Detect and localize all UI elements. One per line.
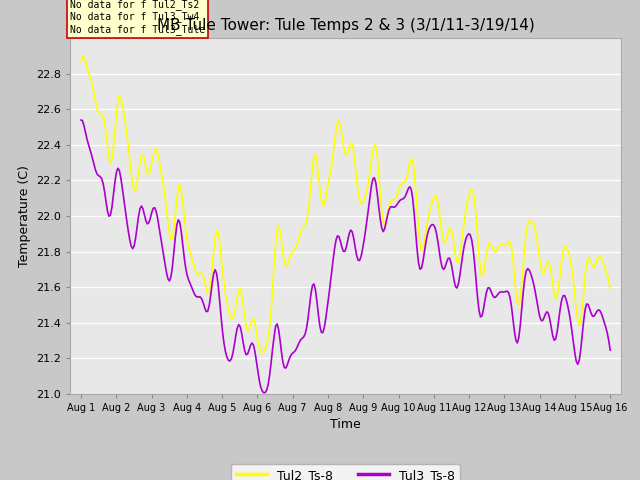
Title: MB Tule Tower: Tule Temps 2 & 3 (3/1/11-3/19/14): MB Tule Tower: Tule Temps 2 & 3 (3/1/11-…	[157, 18, 534, 33]
Y-axis label: Temperature (C): Temperature (C)	[18, 165, 31, 267]
X-axis label: Time: Time	[330, 418, 361, 431]
Text: No data for f Tul2_Tw4
No data for f Tul2_Ts2
No data for f Tul3_Tw4
No data for: No data for f Tul2_Tw4 No data for f Tul…	[70, 0, 205, 35]
Legend: Tul2_Ts-8, Tul3_Ts-8: Tul2_Ts-8, Tul3_Ts-8	[231, 464, 460, 480]
